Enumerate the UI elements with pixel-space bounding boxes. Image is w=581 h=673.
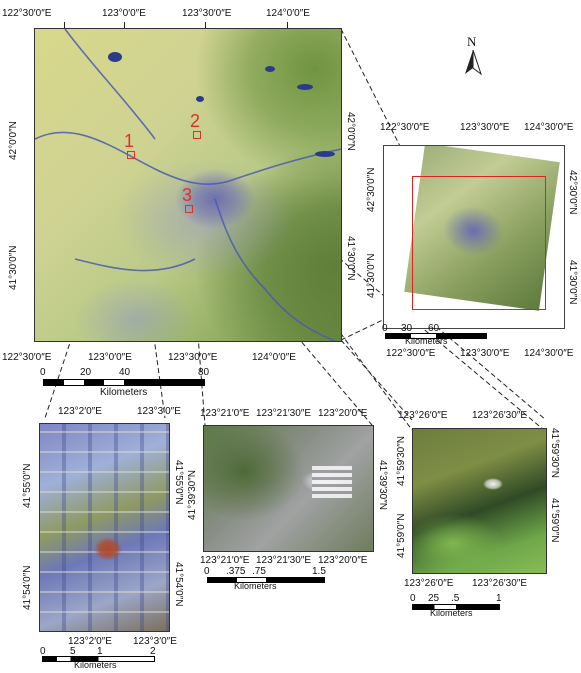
inset-left-lat-label: 41°30′0″N [366,253,377,298]
inset-top-lon-label: 122°30′0″E [380,122,430,133]
site-marker-2[interactable]: 2 [190,111,201,131]
inset-bottom-lon-label: 124°30′0″E [524,348,574,359]
study-area-box [412,176,546,310]
detail3-top-lon-label: 123°26′30″E [472,410,528,421]
detail-map-2 [203,425,374,552]
main-bottom-lon-label: 124°0′0″E [252,352,296,363]
main-left-lat-label: 41°30′0″N [8,245,19,290]
detail1-scale-tick: 1 [97,646,103,657]
inset-scale-tick: 30 [401,323,413,334]
site-box-3 [185,205,193,213]
detail3-scale-unit: Kilometers [430,608,473,618]
detail3-left-lat-label: 41°59′0″N [396,513,407,558]
inset-scale-unit: Kilometers [405,336,448,346]
detail-map-3 [412,428,547,574]
detail2-bottom-lon-label: 123°21′30″E [256,555,312,566]
detail2-scale-tick: .375 [226,566,246,577]
detail3-scale-tick: 25 [428,593,440,604]
main-bottom-lon-label: 123°30′0″E [168,352,218,363]
detail2-scale-tick: 0 [204,566,210,577]
main-scale-bar [43,379,205,386]
detail3-bottom-lon-label: 123°26′30″E [472,578,528,589]
detail1-scale-bar [42,656,155,662]
detail1-left-lat-label: 41°54′0″N [22,565,33,610]
detail2-bottom-lon-label: 123°21′0″E [200,555,250,566]
detail2-scale-tick: 1.5 [312,566,326,577]
detail3-bottom-lon-label: 123°26′0″E [404,578,454,589]
detail3-top-lon-label: 123°26′0″E [398,410,448,421]
detail2-top-lon-label: 123°21′30″E [256,408,312,419]
detail1-scale-tick: 5 [70,646,76,657]
detail1-right-lat-label: 41°55′0″N [173,460,184,505]
main-scale-tick: 40 [119,367,131,378]
detail1-top-lon-label: 123°2′0″E [58,406,102,417]
main-top-lon-label: 124°0′0″E [266,8,310,19]
inset-top-lon-label: 124°30′0″E [524,122,574,133]
main-left-lat-label: 42°0′0″N [8,121,19,160]
detail2-top-lon-label: 123°21′0″E [200,408,250,419]
river-network [35,29,341,341]
main-scale-tick: 0 [40,367,46,378]
detail3-right-lat-label: 41°59′30″N [549,428,560,479]
detail2-scale-tick: .75 [252,566,266,577]
site-marker-1[interactable]: 1 [124,131,135,151]
inset-scale-tick: 0 [382,323,388,334]
detail1-bottom-lon-label: 123°2′0″E [68,636,112,647]
main-right-lat-label: 42°0′0″N [345,112,356,151]
inset-top-lon-label: 123°30′0″E [460,122,510,133]
main-right-lat-label: 41°30′0″N [345,236,356,281]
site-box-2 [193,131,201,139]
detail1-scale-unit: Kilometers [74,660,117,670]
detail2-scale-unit: Kilometers [234,581,277,591]
main-top-lon-label: 123°0′0″E [102,8,146,19]
main-top-lon-label: 123°30′0″E [182,8,232,19]
detail1-top-lon-label: 123°3′0″E [137,406,181,417]
detail1-left-lat-label: 41°55′0″N [22,463,33,508]
north-arrow-icon [465,50,482,76]
detail-map-1 [39,423,170,632]
detail2-bottom-lon-label: 123°20′0″E [318,555,368,566]
detail3-scale-bar [412,604,500,610]
inset-bottom-lon-label: 122°30′0″E [386,348,436,359]
detail2-left-lat-label: 41°39′30″N [187,469,198,520]
main-satellite-map [34,28,342,342]
detail1-right-lat-label: 41°54′0″N [173,562,184,607]
detail3-scale-tick: .5 [451,593,460,604]
detail3-scale-tick: 0 [410,593,416,604]
detail2-scale-bar [207,577,325,583]
main-scale-tick: 80 [198,367,210,378]
north-label: N [467,34,477,49]
detail3-right-lat-label: 41°59′0″N [549,498,560,543]
building-cluster [312,466,352,498]
main-bottom-lon-label: 122°30′0″E [2,352,52,363]
inset-right-lat-label: 42°30′0″N [567,170,578,215]
inset-scale-tick: 60 [428,323,440,334]
detail2-top-lon-label: 123°20′0″E [318,408,368,419]
inset-left-lat-label: 42°30′0″N [366,167,377,212]
detail1-scale-tick: 2 [150,646,156,657]
detail1-scale-tick: 0 [40,646,46,657]
main-bottom-lon-label: 123°0′0″E [88,352,132,363]
site-marker-3[interactable]: 3 [182,185,193,205]
site-box-1 [127,151,135,159]
inset-map-frame [383,145,565,329]
inset-scale-bar [385,333,487,339]
detail1-bottom-lon-label: 123°3′0″E [133,636,177,647]
inset-bottom-lon-label: 123°30′0″E [460,348,510,359]
detail2-right-lat-label: 41°39′30″N [377,460,388,511]
detail3-scale-tick: 1 [496,593,502,604]
detail3-left-lat-label: 41°59′30″N [396,435,407,486]
main-scale-tick: 20 [80,367,92,378]
main-scale-unit: Kilometers [100,387,148,398]
inset-right-lat-label: 41°30′0″N [567,260,578,305]
main-top-lon-label: 122°30′0″E [2,8,52,19]
